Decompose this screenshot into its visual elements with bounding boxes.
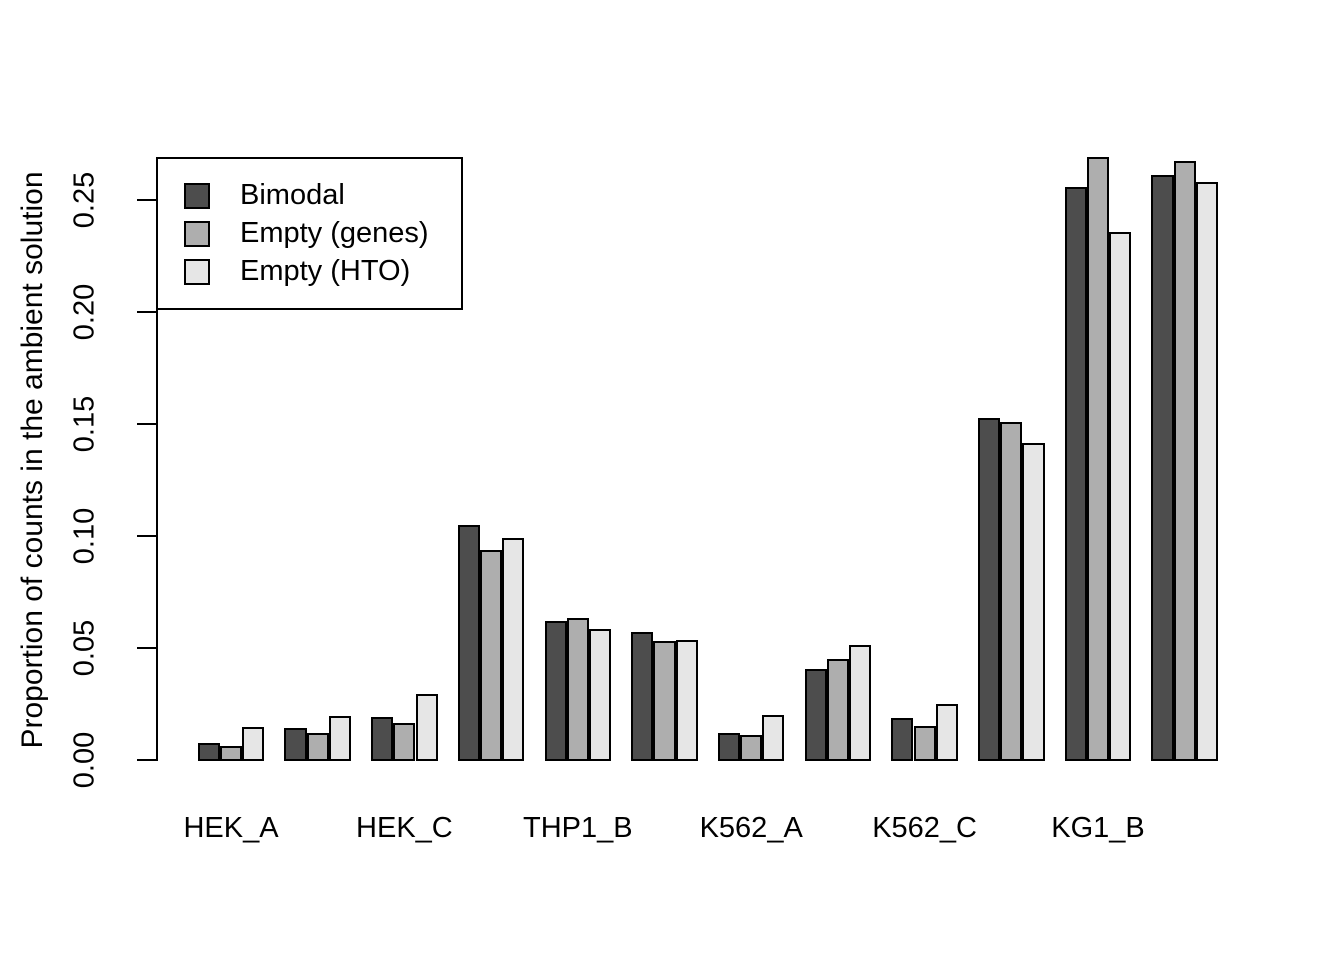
bar-group6-series3 xyxy=(675,640,698,761)
legend-label-empty-genes: Empty (genes) xyxy=(240,217,429,249)
bar-HEK_A-series1 xyxy=(197,742,220,761)
legend-entry-empty-hto: Empty (HTO) xyxy=(184,255,461,287)
bar-K562_A-series2 xyxy=(740,734,763,761)
bar-KG1_B-series1 xyxy=(1064,186,1087,761)
legend-entry-empty-genes: Empty (genes) xyxy=(184,217,461,249)
bar-KG1_B-series3 xyxy=(1109,232,1132,761)
y-tick-label: 0.25 xyxy=(68,171,101,229)
bar-group12-series2 xyxy=(1173,160,1196,761)
y-tick-label: 0.00 xyxy=(68,731,101,789)
bar-group12-series1 xyxy=(1151,175,1174,761)
legend-label-bimodal: Bimodal xyxy=(240,179,345,211)
y-tick-label: 0.10 xyxy=(68,507,101,565)
bar-group8-series3 xyxy=(849,644,872,761)
x-tick-label: KG1_B xyxy=(1051,812,1145,844)
bar-group2-series3 xyxy=(328,715,351,761)
y-tick-label: 0.20 xyxy=(68,283,101,341)
y-axis-title: Proportion of counts in the ambient solu… xyxy=(16,171,49,749)
legend-entry-bimodal: Bimodal xyxy=(184,179,461,211)
bar-K562_A-series3 xyxy=(762,715,785,761)
legend-swatch-bimodal xyxy=(184,182,210,209)
bar-HEK_C-series3 xyxy=(415,694,438,761)
legend: Bimodal Empty (genes) Empty (HTO) xyxy=(156,157,463,310)
bar-group10-series3 xyxy=(1022,442,1045,761)
bar-group4-series1 xyxy=(457,525,480,761)
x-tick-label: HEK_C xyxy=(356,812,453,844)
y-axis-tick xyxy=(137,535,156,537)
legend-swatch-empty-genes xyxy=(184,220,210,247)
x-tick-label: K562_C xyxy=(872,812,977,844)
bar-group6-series2 xyxy=(653,640,676,761)
bar-group6-series1 xyxy=(631,631,654,761)
bar-THP1_B-series2 xyxy=(566,618,589,761)
bar-K562_C-series3 xyxy=(935,703,958,761)
bar-K562_A-series1 xyxy=(717,733,741,761)
y-axis-tick xyxy=(137,647,156,649)
y-axis-tick xyxy=(137,311,156,313)
x-tick-label: K562_A xyxy=(699,812,803,844)
bar-K562_C-series1 xyxy=(891,718,914,761)
bar-group8-series2 xyxy=(826,659,849,761)
y-tick-label: 0.05 xyxy=(68,619,101,677)
bar-group10-series1 xyxy=(978,418,1001,761)
y-axis-line xyxy=(156,199,158,761)
x-tick-label: HEK_A xyxy=(183,812,279,844)
legend-label-empty-hto: Empty (HTO) xyxy=(240,255,411,287)
bar-group2-series2 xyxy=(306,733,329,761)
bar-THP1_B-series1 xyxy=(544,621,567,761)
y-tick-label: 0.15 xyxy=(68,395,101,453)
bar-HEK_C-series1 xyxy=(371,716,394,761)
bar-HEK_A-series2 xyxy=(219,746,243,761)
bar-THP1_B-series3 xyxy=(588,629,612,761)
bar-group12-series3 xyxy=(1195,181,1218,761)
x-tick-label: THP1_B xyxy=(522,812,633,844)
bar-HEK_C-series2 xyxy=(393,723,416,761)
bar-K562_C-series2 xyxy=(913,726,936,761)
legend-swatch-empty-hto xyxy=(184,258,210,285)
bar-group10-series2 xyxy=(1000,421,1023,761)
bar-group4-series2 xyxy=(480,550,503,761)
bar-group8-series1 xyxy=(804,668,827,761)
y-axis-tick xyxy=(137,199,156,201)
bar-group4-series3 xyxy=(502,537,525,761)
bar-HEK_A-series3 xyxy=(242,726,265,761)
y-axis-tick xyxy=(137,759,156,761)
bar-KG1_B-series2 xyxy=(1086,156,1110,761)
bar-group2-series1 xyxy=(284,727,307,761)
y-axis-tick xyxy=(137,423,156,425)
